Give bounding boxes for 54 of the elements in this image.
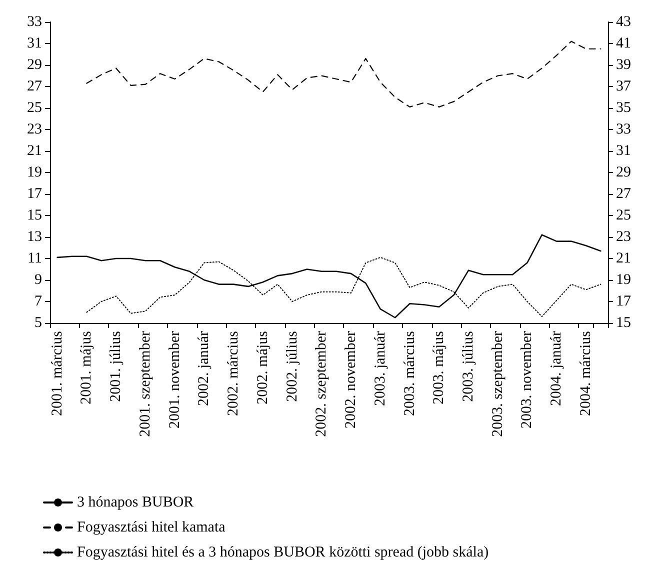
y2-tick-label: 29 bbox=[616, 164, 631, 180]
x-tick-label: 2001. szeptember bbox=[137, 331, 154, 437]
x-tick-label: 2002. július bbox=[284, 330, 300, 402]
y-tick-label: 33 bbox=[27, 14, 42, 30]
x-tick-label: 2001. március bbox=[49, 330, 66, 416]
y2-tick-label: 31 bbox=[616, 143, 631, 159]
y2-tick-label: 33 bbox=[616, 122, 631, 138]
line-series bbox=[86, 40, 602, 108]
x-tick-label: 2003. május bbox=[431, 330, 448, 404]
x-tick-label: 2003. március bbox=[402, 330, 418, 416]
x-tick-label: 2003. szeptember bbox=[490, 331, 506, 437]
y-tick-label: 17 bbox=[27, 186, 42, 202]
y2-tick-label: 35 bbox=[616, 100, 631, 116]
y2-tick-label: 23 bbox=[616, 229, 631, 245]
legend-label: 3 hónapos BUBOR bbox=[77, 494, 194, 510]
legend-label: Fogyasztási hitel és a 3 hónapos BUBOR közötti spread (jobb skála) bbox=[77, 544, 489, 560]
y-tick-label: 7 bbox=[34, 294, 42, 310]
x-tick-label: 2001. november bbox=[166, 331, 183, 428]
y2-tick-label: 27 bbox=[616, 186, 632, 202]
y-tick-label: 15 bbox=[27, 208, 42, 224]
legend-label: Fogyasztási hitel kamata bbox=[77, 520, 226, 536]
x-tick-label: 2004. január bbox=[548, 331, 565, 406]
y2-tick-label: 39 bbox=[616, 57, 631, 73]
x-tick-label: 2001. május bbox=[78, 330, 95, 404]
y-tick-label: 27 bbox=[27, 78, 42, 94]
y-tick-label: 13 bbox=[27, 229, 42, 245]
y2-tick-label: 17 bbox=[616, 294, 632, 310]
y2-tick-label: 15 bbox=[616, 315, 631, 331]
y2-tick-label: 19 bbox=[616, 272, 631, 288]
x-tick-label: 2002. szeptember bbox=[314, 331, 330, 437]
y2-tick-label: 37 bbox=[616, 78, 632, 94]
y-tick-label: 9 bbox=[34, 272, 42, 288]
y-tick-label: 23 bbox=[27, 122, 42, 138]
y-tick-label: 19 bbox=[27, 164, 42, 180]
y2-tick-label: 21 bbox=[616, 250, 631, 266]
y-tick-label: 5 bbox=[34, 315, 42, 331]
x-tick-label: 2002. január bbox=[196, 331, 212, 406]
x-tick-label: 2004. március bbox=[578, 330, 594, 416]
x-tick-label: 2001. július bbox=[108, 330, 124, 402]
y-tick-label: 21 bbox=[27, 143, 42, 159]
x-tick-label: 2003. november bbox=[519, 331, 536, 428]
y2-tick-label: 43 bbox=[616, 14, 631, 30]
y-tick-label: 31 bbox=[27, 36, 42, 52]
x-tick-label: 2002. május bbox=[254, 330, 271, 404]
y2-tick-label: 25 bbox=[616, 208, 631, 224]
line-series bbox=[56, 234, 602, 318]
y-tick-label: 29 bbox=[27, 57, 42, 73]
x-tick-label: 2002. november bbox=[343, 331, 360, 428]
y2-tick-label: 41 bbox=[616, 36, 631, 52]
x-tick-label: 2002. március bbox=[226, 330, 242, 416]
y-tick-label: 11 bbox=[28, 250, 42, 266]
y-tick-label: 25 bbox=[27, 100, 42, 116]
x-tick-label: 2003. január bbox=[372, 331, 388, 406]
x-tick-label: 2003. július bbox=[460, 330, 476, 402]
